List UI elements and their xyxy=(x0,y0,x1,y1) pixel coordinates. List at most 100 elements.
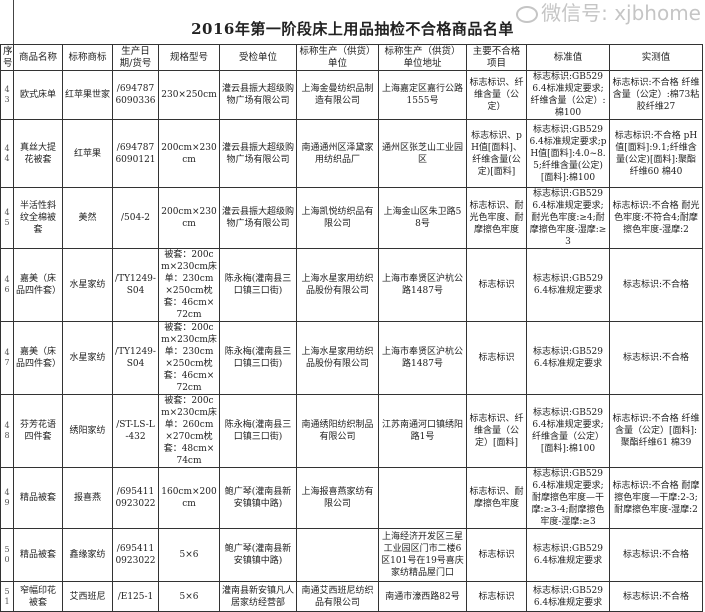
table-row: 5 1 窄幅印花被套 艾西班尼/E125-1 5×6 灌南县新安镇凡人居家纺经营部 南通艾西… xyxy=(0,581,703,612)
product-name-cell: 半活性斜纹全棉被套 xyxy=(13,187,63,249)
table-row: 4 5 半活性斜纹全棉被套 美然/504-2 200cm×230cm 灌云县振大超级购物广… xyxy=(0,187,703,249)
watermark-text: 微信号: xjbhome xyxy=(541,1,701,25)
col-maker-header: 标称生产（供货）单位 xyxy=(296,44,379,71)
code-cell: /6954110923022 xyxy=(112,467,159,529)
product-name-cell: 精品被套 xyxy=(13,467,63,529)
spec-cell: 5×6 xyxy=(158,581,220,612)
col-code-header: 生产日期/货号 xyxy=(112,44,159,71)
product-name-cell: 精品被套 xyxy=(13,528,63,582)
measured-cell: 标志标识:不合格 纤维含量（公定）:棉73粘胶纤维27 xyxy=(609,70,703,120)
maker-cell: 南通通州区泽黛家用纺织品厂 xyxy=(296,119,379,188)
standard-cell: 标志标识:GB5296.4标准规定要求 xyxy=(526,581,610,612)
table-row: 4 9 精品被套 报喜燕/6954110923022 160cm×200cm 鲍广琴(灌南… xyxy=(0,467,703,529)
failed-items-cell: 标志标识、纤维含量（公定） xyxy=(466,70,527,120)
failed-items-cell: 标志标识 xyxy=(466,321,527,395)
measured-cell: 标志标识:不合格 xyxy=(609,321,703,395)
col-maker-address-header: 标称生产（供货）单位地址 xyxy=(378,44,467,71)
code-cell: /6947876090121 xyxy=(112,119,159,188)
standard-cell: 标志标识:GB5296.4标准规定要求;纤维含量（公定）[面料]:棉100 xyxy=(526,394,610,468)
measured-cell: 标志标识:不合格 耐光色牢度:不符合4;耐摩擦色牢度-湿摩:2 xyxy=(609,187,703,249)
spec-cell: 160cm×200cm xyxy=(158,467,220,529)
table-row: 4 8 芬芳花语四件套 绣阳家纺/ST-LS-L-432 被套：200cm×230cm床… xyxy=(0,394,703,468)
code-cell: /TY1249-S04 xyxy=(112,321,159,395)
inspected-unit-cell: 灌云县振大超级购物广场有限公司 xyxy=(219,119,297,188)
measured-cell: 标志标识:不合格 xyxy=(609,581,703,612)
measured-cell: 标志标识:不合格 pH值[面料]:9.1;纤维含量(公定)[面料]:聚酯纤维60… xyxy=(609,119,703,188)
failed-items-cell: 标志标识、耐光色牢度、耐摩擦色牢度 xyxy=(466,187,527,249)
code-cell: /6954110923022 xyxy=(112,528,159,582)
page-title: 2016年第一阶段床上用品抽检不合格商品名单 xyxy=(191,20,514,38)
maker-address-cell: 江苏南通河口镇绣阳路1号 xyxy=(378,394,467,468)
brand-cell: 鑫缘家纺 xyxy=(62,528,113,582)
maker-cell: 上海报喜燕家纺有限公司 xyxy=(296,467,379,529)
maker-address-cell xyxy=(378,467,467,529)
measured-cell: 标志标识:不合格 纤维含量（公定）[面料]:聚酯纤维61 棉39 xyxy=(609,394,703,468)
brand-cell: 报喜燕 xyxy=(62,467,113,529)
table-row: 4 7 嘉美（床品四件套） 水星家纺/TY1249-S04 被套：200cm×230cm… xyxy=(0,321,703,395)
product-name-cell: 嘉美（床品四件套） xyxy=(13,321,63,395)
col-inspected-unit-header: 受检单位 xyxy=(219,44,297,71)
standard-cell: 标志标识:GB5296.4标准规定要求 xyxy=(526,528,610,582)
maker-address-cell: 上海市奉贤区沪杭公路1487号 xyxy=(378,248,467,322)
maker-cell: 上海水星家用纺织品股份有限公司 xyxy=(296,321,379,395)
col-product-name-header: 商品名称 xyxy=(13,44,63,71)
left-border xyxy=(13,0,14,44)
maker-address-cell: 上海嘉定区嘉行公路1555号 xyxy=(378,70,467,120)
failed-items-cell: 标志标识、耐摩擦色牢度 xyxy=(466,467,527,529)
maker-cell: 南通艾西班尼纺织品有限公司 xyxy=(296,581,379,612)
inspected-unit-cell: 陈永梅(灌南县三口镇三口街) xyxy=(219,321,297,395)
code-cell: /TY1249-S04 xyxy=(112,248,159,322)
product-name-cell: 嘉美（床品四件套） xyxy=(13,248,63,322)
maker-cell: 南通绣阳纺织制品有限公司 xyxy=(296,394,379,468)
inspected-unit-cell: 灌云县振大超级购物广场有限公司 xyxy=(219,187,297,249)
spec-cell: 5×6 xyxy=(158,528,220,582)
spec-cell: 被套：200cm×230cm床单：260cm×270cm枕套：48cm×74cm xyxy=(158,394,220,468)
brand-cell: 绣阳家纺 xyxy=(62,394,113,468)
product-name-cell: 欧式床单 xyxy=(13,70,63,120)
failed-items-cell: 标志标识 xyxy=(466,248,527,322)
measured-cell: 标志标识:不合格 xyxy=(609,528,703,582)
maker-cell: 上海水星家用纺织品股份有限公司 xyxy=(296,248,379,322)
col-index-header: 序号 xyxy=(0,44,14,71)
table-row: 5 0 精品被套 鑫缘家纺/6954110923022 5×6 鲍广琴(灌南县新安镇镇中路… xyxy=(0,528,703,582)
standard-cell: 标志标识:GB5296.4标准规定要求;pH值[面料]:4.0~8.5;纤维含量… xyxy=(526,119,610,188)
spec-cell: 200cm×230cm xyxy=(158,187,220,249)
spec-cell: 230×250cm xyxy=(158,70,220,120)
inspected-unit-cell: 陈永梅(灌南县三口镇三口街) xyxy=(219,394,297,468)
spec-cell: 被套：200cm×230cm床单：230cm×250cm枕套：46cm×72cm xyxy=(158,321,220,395)
measured-cell: 标志标识:不合格 耐摩擦色牢度—干摩:2-3;耐摩擦色牢度-湿摩:2 xyxy=(609,467,703,529)
brand-cell: 艾西班尼 xyxy=(62,581,113,612)
col-failed-items-header: 主要不合格项目 xyxy=(466,44,527,71)
product-name-cell: 真丝大提花被套 xyxy=(13,119,63,188)
failed-items-cell: 标志标识 xyxy=(466,528,527,582)
brand-cell: 水星家纺 xyxy=(62,248,113,322)
code-cell: /6947876090336 xyxy=(112,70,159,120)
measured-cell: 标志标识:不合格 xyxy=(609,248,703,322)
maker-cell: 上海凯悦纺织品有限公司 xyxy=(296,187,379,249)
header-row: 序号 商品名称 标称商标 生产日期/货号 规格型号 受检单位 标称生产（供货）单位 标称生产（… xyxy=(0,44,703,71)
watermark: 微信号: xjbhome xyxy=(516,0,701,26)
wechat-icon xyxy=(516,6,539,23)
maker-cell xyxy=(296,528,379,582)
brand-cell: 水星家纺 xyxy=(62,321,113,395)
product-name-cell: 芬芳花语四件套 xyxy=(13,394,63,468)
table-row: 4 4 真丝大提花被套 红苹果/6947876090121 200cm×230cm 灌云县… xyxy=(0,119,703,188)
nonconforming-products-table: 序号 商品名称 标称商标 生产日期/货号 规格型号 受检单位 标称生产（供货）单位 标称生产（… xyxy=(0,44,703,612)
code-cell: /ST-LS-L-432 xyxy=(112,394,159,468)
brand-cell: 红苹果世家 xyxy=(62,70,113,120)
inspected-unit-cell: 陈永梅(灌南县三口镇三口街) xyxy=(219,248,297,322)
code-cell: /504-2 xyxy=(112,187,159,249)
standard-cell: 标志标识:GB5296.4标准规定要求 xyxy=(526,321,610,395)
standard-cell: 标志标识:GB5296.4标准规定要求;纤维含量（公定）:棉100 xyxy=(526,70,610,120)
col-spec-header: 规格型号 xyxy=(158,44,220,71)
inspected-unit-cell: 灌云县振大超级购物广场有限公司 xyxy=(219,70,297,120)
inspected-unit-cell: 鲍广琴(灌南县新安镇镇中路) xyxy=(219,528,297,582)
standard-cell: 标志标识:GB5296.4标准规定要求;耐光色牢度:≥4;耐摩擦色牢度-湿摩:≥… xyxy=(526,187,610,249)
